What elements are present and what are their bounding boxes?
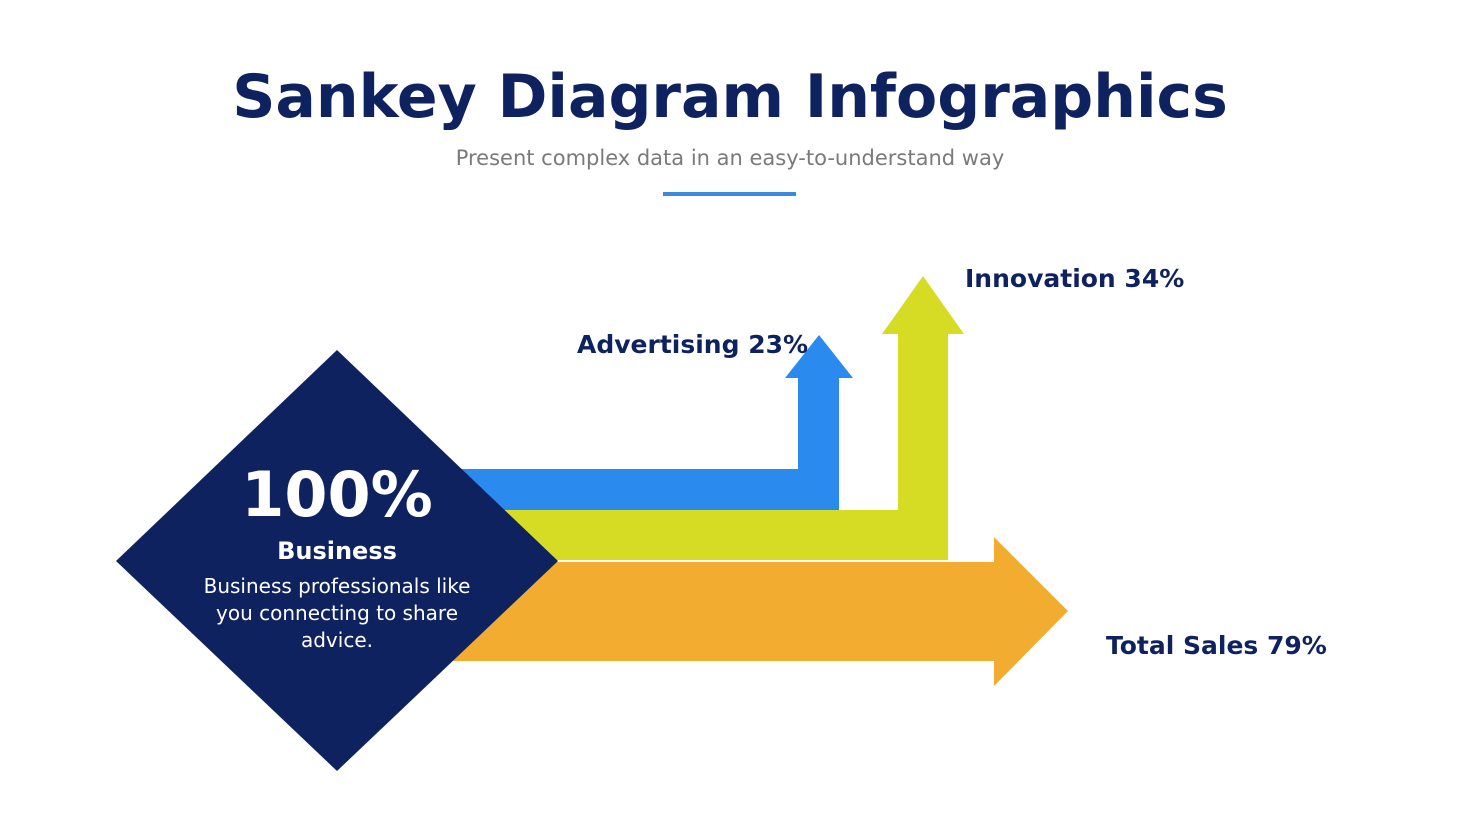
page-title: Sankey Diagram Infographics [232, 62, 1228, 132]
flow-innovation-arrow [440, 276, 964, 560]
label-innovation: Innovation 34% [965, 264, 1185, 293]
flow-total-sales-arrow [440, 537, 1068, 686]
label-advertising: Advertising 23% [577, 330, 809, 359]
title-divider [663, 192, 796, 196]
flow-advertising-arrow [440, 335, 853, 510]
source-diamond [116, 350, 558, 771]
source-name: Business [277, 537, 397, 565]
page-subtitle: Present complex data in an easy-to-under… [455, 146, 1005, 170]
label-total-sales: Total Sales 79% [1106, 631, 1327, 660]
source-percent: 100% [241, 458, 433, 531]
source-description: Business professionals like you connecti… [203, 574, 471, 652]
